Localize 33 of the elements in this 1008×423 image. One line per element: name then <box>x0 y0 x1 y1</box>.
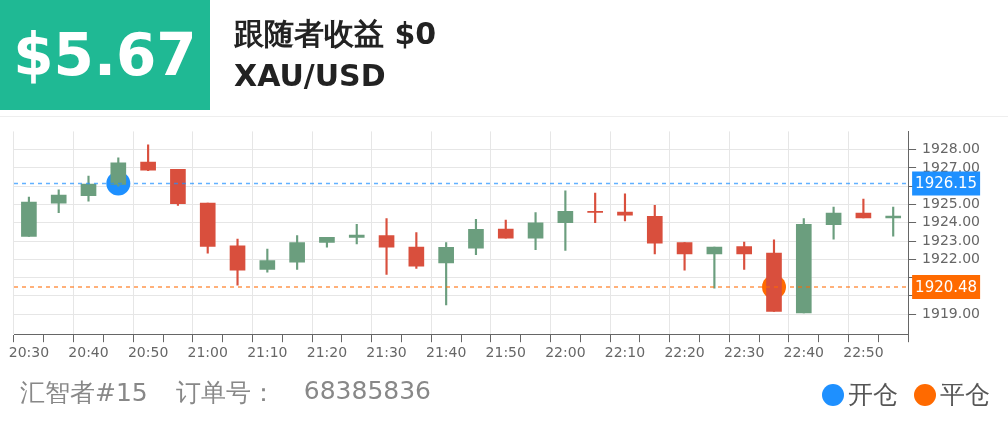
x-tick-label: 22:10 <box>604 344 646 361</box>
text: $5.67 <box>0 0 210 110</box>
y-tick-label: 1922.00 <box>922 249 981 266</box>
x-tick-label: 21:30 <box>366 344 407 361</box>
y-tick-label: 1925.00 <box>922 195 981 212</box>
y-tick-label: 1924.00 <box>922 213 981 230</box>
x-tick-label: 22:40 <box>783 344 824 361</box>
x-tick-label: 22:00 <box>545 344 586 361</box>
x-tick-label: 22:50 <box>843 344 884 361</box>
x-tick-label: 21:20 <box>306 344 348 361</box>
candlestick <box>378 218 395 275</box>
legend-label: 平仓 <box>940 379 990 411</box>
ref-line-label: 1920.48 <box>915 277 978 296</box>
text: 68385836 <box>303 376 432 407</box>
text: 订单号： <box>175 377 276 409</box>
x-tick-label: 21:40 <box>425 344 467 361</box>
x-tick-label: 20:30 <box>8 344 50 361</box>
y-tick-label: 1923.00 <box>922 231 981 248</box>
y-tick-label: 1927.00 <box>922 158 981 175</box>
x-tick-label: 21:10 <box>247 344 288 361</box>
chart-subtitle: XAU/USD <box>234 58 386 93</box>
ref-line-label: 1926.15 <box>915 174 978 193</box>
legend-label: 开仓 <box>848 379 898 411</box>
x-tick-label: 22:30 <box>724 344 765 361</box>
y-tick-label: 1928.00 <box>922 140 981 157</box>
x-tick-label: 20:40 <box>68 344 109 361</box>
text: 汇智者#15 <box>20 377 148 409</box>
x-tick-label: 20:50 <box>127 344 169 361</box>
y-tick-label: 1919.00 <box>922 304 981 321</box>
x-tick-label: 22:20 <box>664 344 705 361</box>
x-tick-label: 21:00 <box>187 344 228 361</box>
x-tick-label: 21:50 <box>485 344 526 361</box>
chart-title: 跟随者收益 $0 <box>234 15 437 53</box>
